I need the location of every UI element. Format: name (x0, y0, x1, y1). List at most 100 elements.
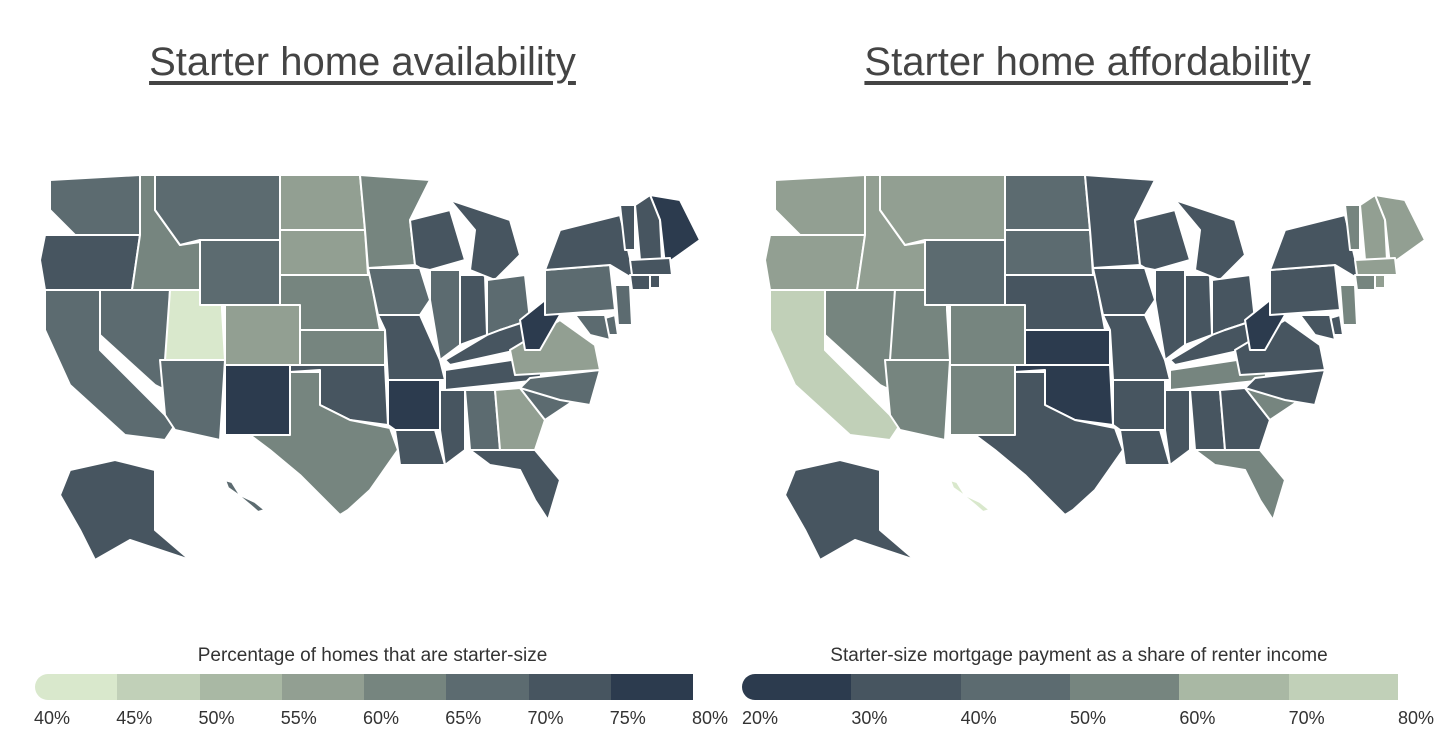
affordability-state-wy (924, 239, 1006, 306)
availability-legend-tick: 70% (527, 708, 564, 728)
affordability-state-ms (1164, 389, 1191, 466)
affordability-state-az (884, 359, 951, 441)
availability-state-co (224, 304, 301, 366)
affordability-legend-title: Starter-size mortgage payment as a share… (830, 645, 1328, 666)
affordability-panel: Starter home affordability Starter-size … (725, 0, 1450, 750)
availability-legend-tick: 45% (116, 708, 153, 728)
affordability-state-ak (784, 459, 916, 561)
availability-legend-swatch (364, 674, 447, 700)
affordability-state-mt (879, 174, 1006, 246)
availability-legend-tick: 55% (280, 708, 317, 728)
availability-legend-swatch (281, 674, 364, 700)
availability-map (39, 174, 701, 561)
availability-state-nj (614, 284, 633, 326)
availability-legend-bar (35, 674, 710, 700)
availability-legend-swatch (610, 674, 693, 700)
availability-state-fl (469, 449, 561, 521)
availability-state-sd (279, 229, 369, 276)
availability-state-tx (249, 371, 399, 516)
affordability-state-ga (1219, 387, 1271, 451)
availability-state-il (429, 269, 461, 361)
availability-legend-swatch (117, 674, 200, 700)
affordability-state-ia (1092, 267, 1156, 316)
affordability-legend-swatch (1179, 674, 1289, 700)
availability-panel: Starter home availability Percentage of … (33, 40, 729, 728)
affordability-legend-tick: 80% (1397, 708, 1435, 728)
availability-state-ny (544, 214, 636, 281)
affordability-legend-tick: 50% (1069, 708, 1107, 728)
affordability-state-wi (1134, 209, 1191, 271)
availability-state-mi (449, 199, 521, 281)
affordability-legend-swatch (742, 674, 852, 700)
availability-state-ia (367, 267, 431, 316)
affordability-legend-tick: 70% (1288, 708, 1325, 728)
affordability-legend-tick: 30% (851, 708, 888, 728)
affordability-state-nm (949, 364, 1016, 436)
affordability-state-ma (1354, 257, 1398, 276)
affordability-state-nd (1004, 174, 1091, 231)
availability-legend-tick: 50% (198, 708, 235, 728)
availability-legend-tick: 80% (691, 708, 729, 728)
availability-state-hi (224, 479, 266, 513)
affordability-state-md (1299, 314, 1336, 341)
availability-state-wy (199, 239, 281, 306)
affordability-state-fl (1194, 449, 1286, 521)
availability-state-or (39, 234, 141, 291)
availability-state-ms (439, 389, 466, 466)
affordability-legend-swatch (960, 674, 1070, 700)
availability-legend-swatch (528, 674, 611, 700)
availability-state-nv (99, 289, 171, 391)
affordability-state-pa (1269, 264, 1341, 316)
affordability-state-ks (1024, 329, 1111, 366)
affordability-state-tx (974, 371, 1124, 516)
affordability-state-vt (1344, 204, 1361, 251)
affordability-map (764, 174, 1426, 561)
affordability-state-hi (949, 479, 991, 513)
availability-state-ma (629, 257, 673, 276)
availability-state-nm (224, 364, 291, 436)
affordability-legend-bar (742, 674, 1416, 700)
affordability-state-ct (1354, 274, 1376, 291)
availability-legend-tick: 40% (33, 708, 71, 728)
affordability-legend-swatch (1069, 674, 1180, 700)
availability-state-nh (634, 194, 663, 261)
availability-state-ct (629, 274, 651, 291)
availability-state-wi (409, 209, 466, 271)
affordability-legend-tick: 20% (741, 708, 779, 728)
affordability-state-nv (824, 289, 896, 391)
availability-state-nd (279, 174, 366, 231)
affordability-state-ar (1112, 379, 1166, 431)
affordability-state-ny (1269, 214, 1361, 281)
affordability-state-mi (1174, 199, 1246, 281)
affordability-state-wa (774, 174, 866, 236)
affordability-state-in (1184, 274, 1213, 346)
availability-state-la (394, 429, 446, 466)
affordability-state-nj (1339, 284, 1358, 326)
availability-title: Starter home availability (149, 40, 576, 84)
affordability-state-il (1154, 269, 1186, 361)
affordability-state-co (949, 304, 1026, 366)
availability-state-ks (299, 329, 386, 366)
availability-state-ri (649, 274, 661, 289)
availability-state-md (574, 314, 611, 341)
affordability-legend-tick: 60% (1179, 708, 1216, 728)
availability-state-wa (49, 174, 141, 236)
availability-legend-swatch (199, 674, 282, 700)
availability-legend-tick: 65% (445, 708, 482, 728)
availability-legend-swatch (35, 674, 118, 700)
affordability-state-la (1119, 429, 1171, 466)
affordability-legend-tick: 40% (960, 708, 997, 728)
availability-state-in (459, 274, 488, 346)
availability-legend-title: Percentage of homes that are starter-siz… (197, 645, 548, 666)
availability-legend-tick: 60% (362, 708, 400, 728)
affordability-state-nh (1359, 194, 1388, 261)
availability-legend-tick: 75% (609, 708, 646, 728)
availability-state-vt (619, 204, 636, 251)
affordability-state-sd (1004, 229, 1094, 276)
availability-state-ga (494, 387, 546, 451)
availability-state-ar (387, 379, 441, 431)
affordability-state-ri (1374, 274, 1386, 289)
affordability-legend-swatch (851, 674, 961, 700)
affordability-state-or (764, 234, 866, 291)
affordability-legend-swatch (1288, 674, 1398, 700)
